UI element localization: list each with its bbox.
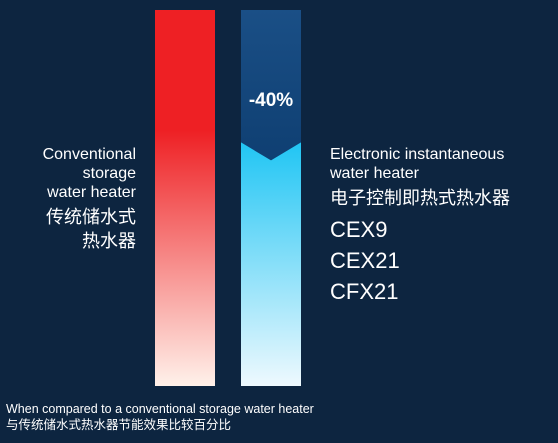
savings-band [241, 10, 301, 161]
electronic-label-en-line1: Electronic instantaneous [330, 146, 505, 163]
savings-percent-label: -40% [249, 90, 293, 111]
conventional-label-en-line3: water heater [47, 184, 136, 201]
electronic-label-cn: 电子控制即热式热水器 [330, 188, 510, 208]
model-name: CEX21 [330, 248, 400, 273]
conventional-label-cn-line1: 传统储水式 [46, 207, 136, 227]
footer-note-cn: 与传统储水式热水器节能效果比较百分比 [6, 418, 232, 432]
electronic-label-en-line2: water heater [330, 165, 419, 182]
conventional-label-cn-line2: 热水器 [82, 231, 136, 251]
conventional-label-en-line2: storage [82, 165, 136, 182]
footer-note: When compared to a conventional storage … [6, 401, 314, 433]
model-name: CFX21 [330, 279, 399, 304]
footer-note-en: When compared to a conventional storage … [6, 402, 314, 416]
model-name: CEX9 [330, 217, 388, 242]
bar-conventional [155, 10, 215, 386]
model-list: CEX9 CEX21 CFX21 [330, 214, 510, 307]
electronic-label: Electronic instantaneous water heater 电子… [330, 145, 510, 307]
conventional-label: Conventional storage water heater 传统储水式 … [43, 145, 136, 253]
conventional-label-en-line1: Conventional [42, 146, 136, 163]
